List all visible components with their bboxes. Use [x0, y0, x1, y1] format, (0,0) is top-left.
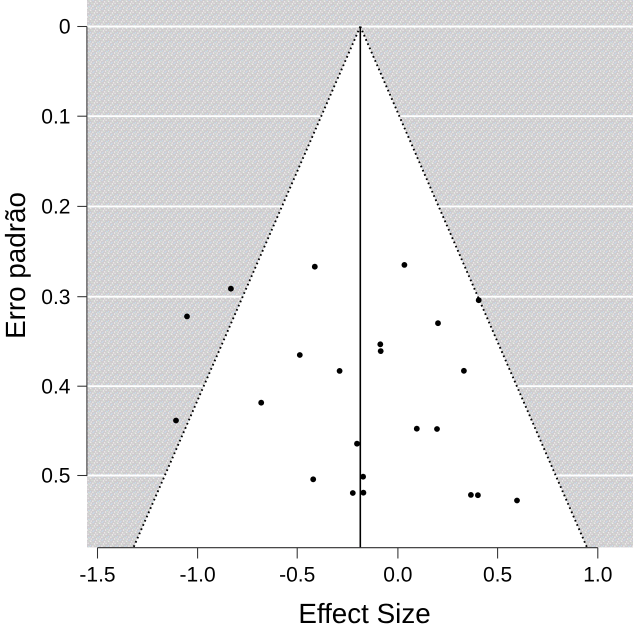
svg-text:1.0: 1.0: [583, 564, 612, 587]
svg-text:0.0: 0.0: [383, 564, 412, 587]
svg-text:0: 0: [59, 16, 71, 39]
svg-text:-0.5: -0.5: [279, 564, 315, 587]
svg-text:0.4: 0.4: [41, 375, 71, 398]
svg-text:0.5: 0.5: [41, 465, 70, 488]
svg-text:0.1: 0.1: [41, 105, 70, 128]
svg-text:-1.5: -1.5: [79, 564, 115, 587]
svg-text:Erro padrão: Erro padrão: [0, 192, 31, 339]
svg-text:-1.0: -1.0: [180, 564, 216, 587]
svg-text:Effect Size: Effect Size: [298, 598, 430, 629]
svg-text:0.3: 0.3: [41, 286, 70, 309]
svg-text:0.5: 0.5: [483, 564, 512, 587]
svg-text:0.2: 0.2: [41, 196, 70, 219]
